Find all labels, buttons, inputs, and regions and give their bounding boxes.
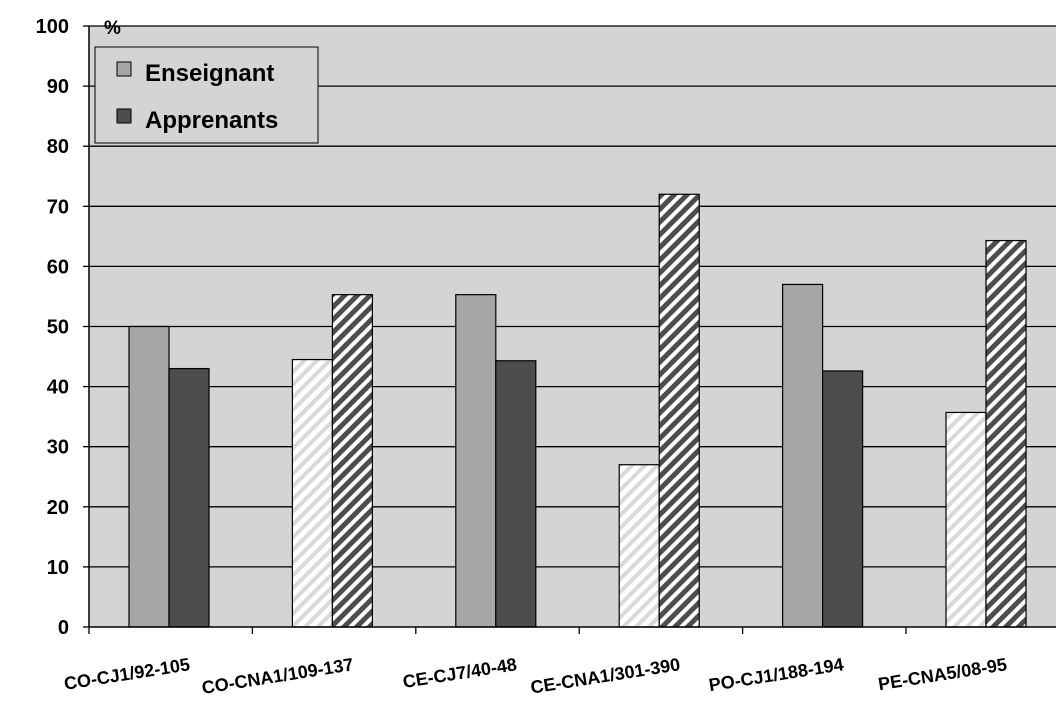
bar-apprenants-0: [168, 367, 210, 628]
legend-label-enseignant: Enseignant: [145, 60, 274, 87]
x-tick-label: CO-CJ1/92-105: [63, 654, 192, 694]
y-axis-label: %: [104, 18, 121, 39]
y-tick-label: 80: [47, 136, 69, 158]
x-tick-label: CO-CNA1/109-137: [200, 654, 354, 698]
y-tick-label: 0: [58, 617, 69, 639]
y-tick-label: 20: [47, 497, 69, 519]
legend-swatch-apprenants: [116, 108, 132, 124]
y-tick-label: 10: [47, 557, 69, 579]
legend-label-apprenants: Apprenants: [145, 107, 278, 134]
bar-apprenants-3: [658, 193, 700, 628]
bar-apprenants-2: [495, 360, 537, 628]
bars: [128, 193, 1027, 628]
bar-enseignant-2: [455, 294, 497, 628]
x-tick-label: PE-CNA5/08-95: [877, 654, 1009, 694]
bar-enseignant-0: [128, 325, 170, 628]
legend: Enseignant Apprenants: [94, 46, 319, 144]
x-tick-label: CE-CJ7/40-48: [401, 654, 518, 692]
y-tick-label: 100: [36, 16, 69, 38]
bar-enseignant-3: [618, 464, 660, 628]
legend-swatch-enseignant: [116, 61, 132, 77]
bar-enseignant-5: [945, 411, 987, 628]
bar-apprenants-4: [821, 370, 864, 628]
y-tick-label: 90: [47, 76, 69, 98]
y-tick-label: 60: [47, 256, 69, 278]
x-tick-label: PO-CJ1/188-194: [707, 654, 845, 695]
bar-enseignant-1: [291, 358, 333, 628]
bar-enseignant-4: [781, 283, 824, 628]
x-tick-label: CE-CNA1/301-390: [529, 654, 681, 697]
y-tick-label: 40: [47, 377, 69, 399]
legend-box: [94, 46, 319, 144]
bar-apprenants-1: [331, 294, 373, 628]
y-tick-label: 50: [47, 317, 69, 339]
y-tick-label: 70: [47, 196, 69, 218]
y-tick-label: 30: [47, 437, 69, 459]
bar-apprenants-5: [985, 239, 1027, 628]
